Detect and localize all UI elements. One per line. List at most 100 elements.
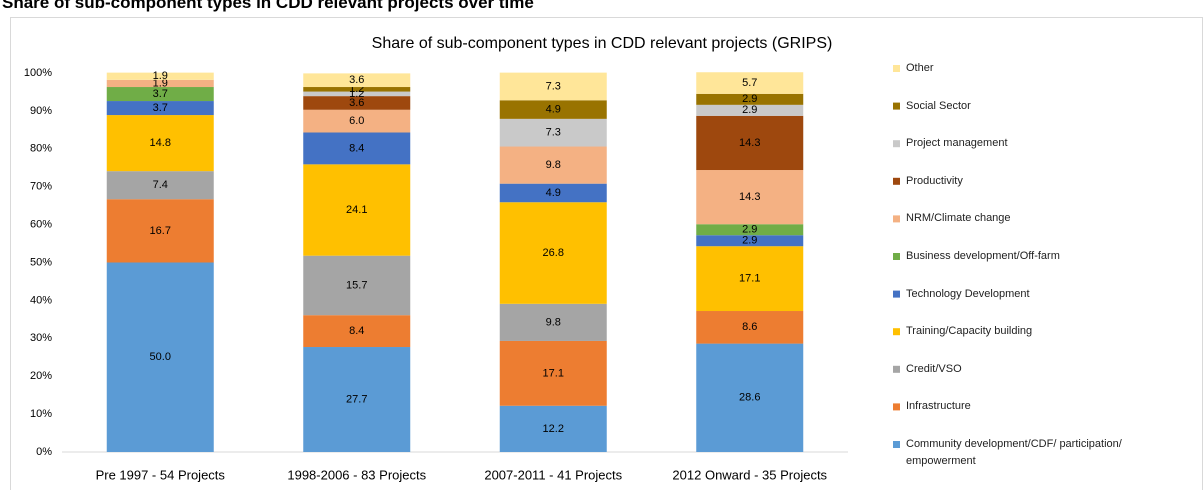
data-label: 7.4	[153, 179, 168, 191]
bar-segment	[303, 347, 411, 452]
chart-title: Share of sub-component types in CDD rele…	[372, 35, 833, 52]
data-label: 2.9	[742, 104, 757, 116]
bar-segment	[696, 93, 804, 105]
legend-swatch	[893, 365, 900, 373]
page-heading: Share of sub-component types in CDD rele…	[2, 0, 534, 12]
data-label: 5.7	[742, 77, 757, 89]
data-label: 9.8	[546, 316, 561, 328]
data-label: 2.9	[742, 235, 757, 247]
legend-swatch	[893, 441, 900, 448]
bar-segment	[499, 405, 607, 452]
bar-segment	[303, 164, 411, 256]
bar-segment	[696, 311, 804, 344]
bar-segment	[499, 303, 607, 341]
legend-label: Training/Capacity building	[906, 325, 1033, 338]
data-label: 2.9	[742, 93, 757, 105]
bar-segment	[303, 109, 411, 133]
legend-label: Community development/CDF/ participation…	[906, 438, 1122, 467]
bar-segment	[106, 262, 214, 452]
bar-segment	[499, 72, 607, 101]
legend-swatch	[893, 328, 900, 336]
y-tick-label: 70%	[30, 181, 52, 193]
data-label: 1.9	[153, 70, 168, 82]
data-label: 7.3	[546, 80, 561, 92]
data-label: 8.4	[349, 325, 364, 337]
y-tick-label: 100%	[24, 67, 52, 79]
legend-swatch	[893, 290, 900, 298]
bar-segment	[303, 132, 411, 165]
data-label: 15.7	[346, 279, 367, 291]
y-tick-label: 0%	[36, 446, 52, 458]
data-label: 3.7	[153, 102, 168, 114]
y-tick-label: 10%	[30, 408, 52, 420]
legend-swatch	[893, 102, 900, 110]
bar-segment	[106, 72, 214, 80]
data-label: 4.9	[546, 103, 561, 115]
bar-segment	[106, 79, 214, 88]
data-label: 14.3	[739, 137, 760, 149]
legend-label: Other	[906, 62, 934, 74]
x-tick-label: 1998-2006 - 83 Projects	[287, 467, 426, 482]
legend-swatch	[893, 177, 900, 185]
x-tick-label: Pre 1997 - 54 Projects	[96, 467, 226, 482]
bar-segment	[499, 340, 607, 406]
data-label: 4.9	[546, 187, 561, 199]
data-label: 14.3	[739, 191, 760, 203]
data-label: 2.9	[742, 224, 757, 236]
bar-segment	[696, 170, 804, 225]
y-tick-label: 90%	[30, 105, 52, 117]
bar-segment	[696, 235, 804, 247]
legend-swatch	[893, 403, 900, 411]
data-label: 8.4	[349, 142, 364, 154]
data-label: 27.7	[346, 393, 367, 405]
legend-swatch	[893, 65, 900, 72]
bar-segment	[499, 183, 607, 203]
y-tick-label: 30%	[30, 332, 52, 344]
x-tick-label: 2012 Onward - 35 Projects	[672, 467, 827, 482]
bar-segment	[499, 146, 607, 184]
bar-segment	[106, 101, 214, 116]
bar-segment	[303, 73, 411, 88]
data-label: 17.1	[739, 273, 760, 285]
y-tick-label: 50%	[30, 256, 52, 268]
bar-segment	[696, 104, 804, 116]
data-label: 28.6	[739, 392, 760, 404]
data-label: 1.9	[153, 77, 168, 89]
bar-segment	[303, 96, 411, 110]
legend-label: NRM/Climate change	[906, 212, 1011, 225]
bar-segment	[106, 115, 214, 172]
y-tick-label: 40%	[30, 294, 52, 306]
data-label: 3.6	[349, 97, 364, 109]
bar-segment	[106, 171, 214, 200]
legend-label: Business development/Off-farm	[906, 250, 1060, 262]
bar-segment	[303, 315, 411, 348]
y-tick-label: 80%	[30, 143, 52, 155]
legend-label: Project management	[906, 137, 1008, 150]
legend-label: Infrastructure	[906, 400, 971, 413]
legend-label: Credit/VSO	[906, 362, 962, 375]
bar-segment	[106, 87, 214, 102]
y-tick-label: 20%	[30, 370, 52, 382]
bar-segment	[696, 343, 804, 452]
legend-swatch	[893, 140, 900, 148]
bar-segment	[696, 115, 804, 171]
data-label: 9.8	[546, 159, 561, 171]
data-label: 50.0	[150, 351, 171, 363]
data-label: 6.0	[349, 115, 364, 127]
data-label: 14.8	[150, 137, 171, 149]
bar-segment	[696, 224, 804, 236]
bar-segment	[499, 202, 607, 304]
bar-segment	[499, 100, 607, 119]
bar-segment	[303, 255, 411, 316]
data-label: 24.1	[346, 204, 367, 216]
legend-label: Productivity	[906, 174, 963, 187]
data-label: 3.7	[153, 88, 168, 100]
legend-swatch	[893, 215, 900, 223]
bar-segment	[696, 72, 804, 94]
bar-segment	[499, 118, 607, 147]
legend-swatch	[893, 253, 900, 260]
data-label: 16.7	[150, 225, 171, 237]
bar-segment	[303, 87, 411, 92]
bar-segment	[303, 91, 411, 97]
